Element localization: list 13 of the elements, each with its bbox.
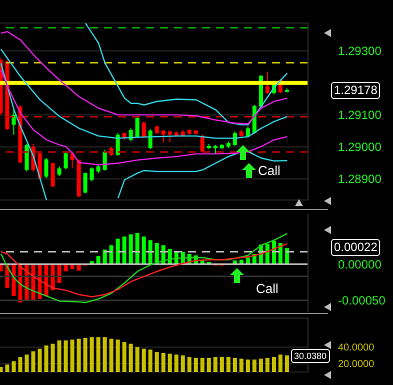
y-tick-label: 1.29000: [338, 140, 382, 154]
y-tick-label: 1.28900: [338, 172, 382, 186]
y-tick-label: 1.29300: [338, 44, 382, 58]
y-tick-label: -0.00050: [338, 294, 386, 308]
text: 30.0380: [291, 349, 330, 363]
annotation: Call: [256, 281, 278, 296]
y-tick-label: 1.29100: [338, 108, 382, 122]
annotation: Call: [258, 163, 280, 178]
text: 1.29178: [331, 82, 380, 99]
y-tick-label: 20.0000: [338, 359, 375, 370]
y-tick-label: 40.0000: [338, 342, 375, 354]
text: 0.00022: [331, 239, 380, 256]
y-tick-label: 0.00000: [338, 257, 382, 272]
